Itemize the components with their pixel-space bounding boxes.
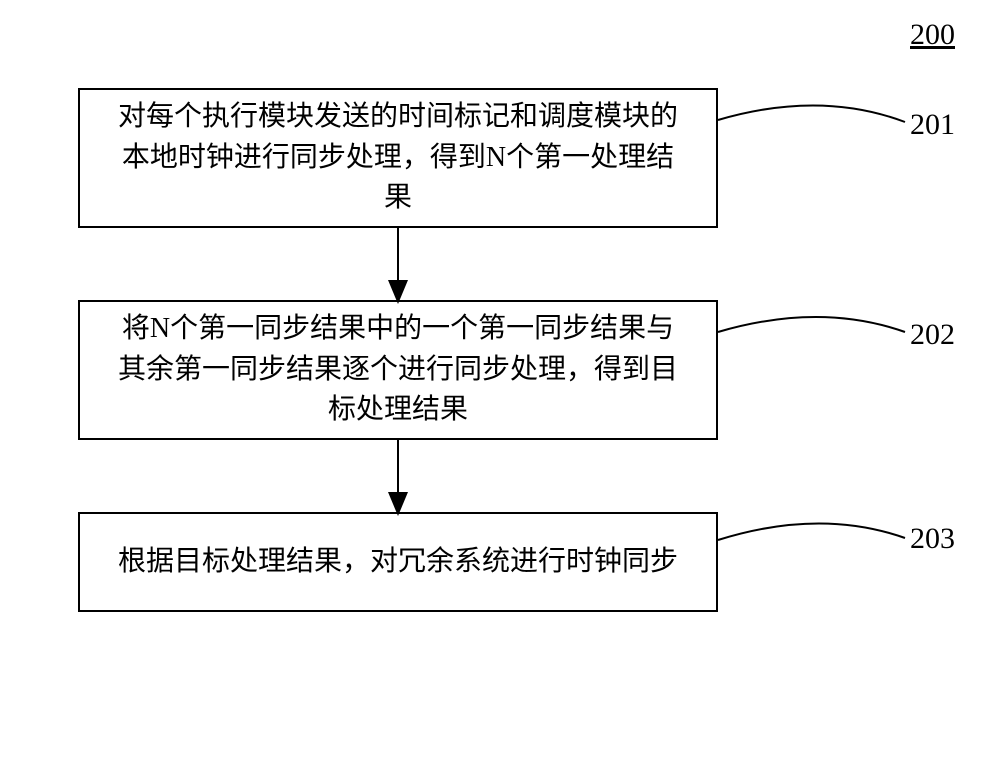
callout-connector bbox=[718, 523, 905, 540]
figure-number: 200 bbox=[910, 18, 955, 52]
step-text-203: 根据目标处理结果，对冗余系统进行时钟同步 bbox=[118, 542, 678, 583]
step-label-201: 201 bbox=[910, 108, 955, 142]
step-box-202: 将N个第一同步结果中的一个第一同步结果与其余第一同步结果逐个进行同步处理，得到目… bbox=[78, 300, 718, 440]
callout-connector bbox=[718, 105, 905, 122]
step-box-201: 对每个执行模块发送的时间标记和调度模块的本地时钟进行同步处理，得到N个第一处理结… bbox=[78, 88, 718, 228]
step-label-203: 203 bbox=[910, 522, 955, 556]
callout-connector bbox=[718, 317, 905, 332]
step-label-202: 202 bbox=[910, 318, 955, 352]
step-text-201: 对每个执行模块发送的时间标记和调度模块的本地时钟进行同步处理，得到N个第一处理结… bbox=[110, 97, 686, 219]
step-box-203: 根据目标处理结果，对冗余系统进行时钟同步 bbox=[78, 512, 718, 612]
step-text-202: 将N个第一同步结果中的一个第一同步结果与其余第一同步结果逐个进行同步处理，得到目… bbox=[110, 309, 686, 431]
